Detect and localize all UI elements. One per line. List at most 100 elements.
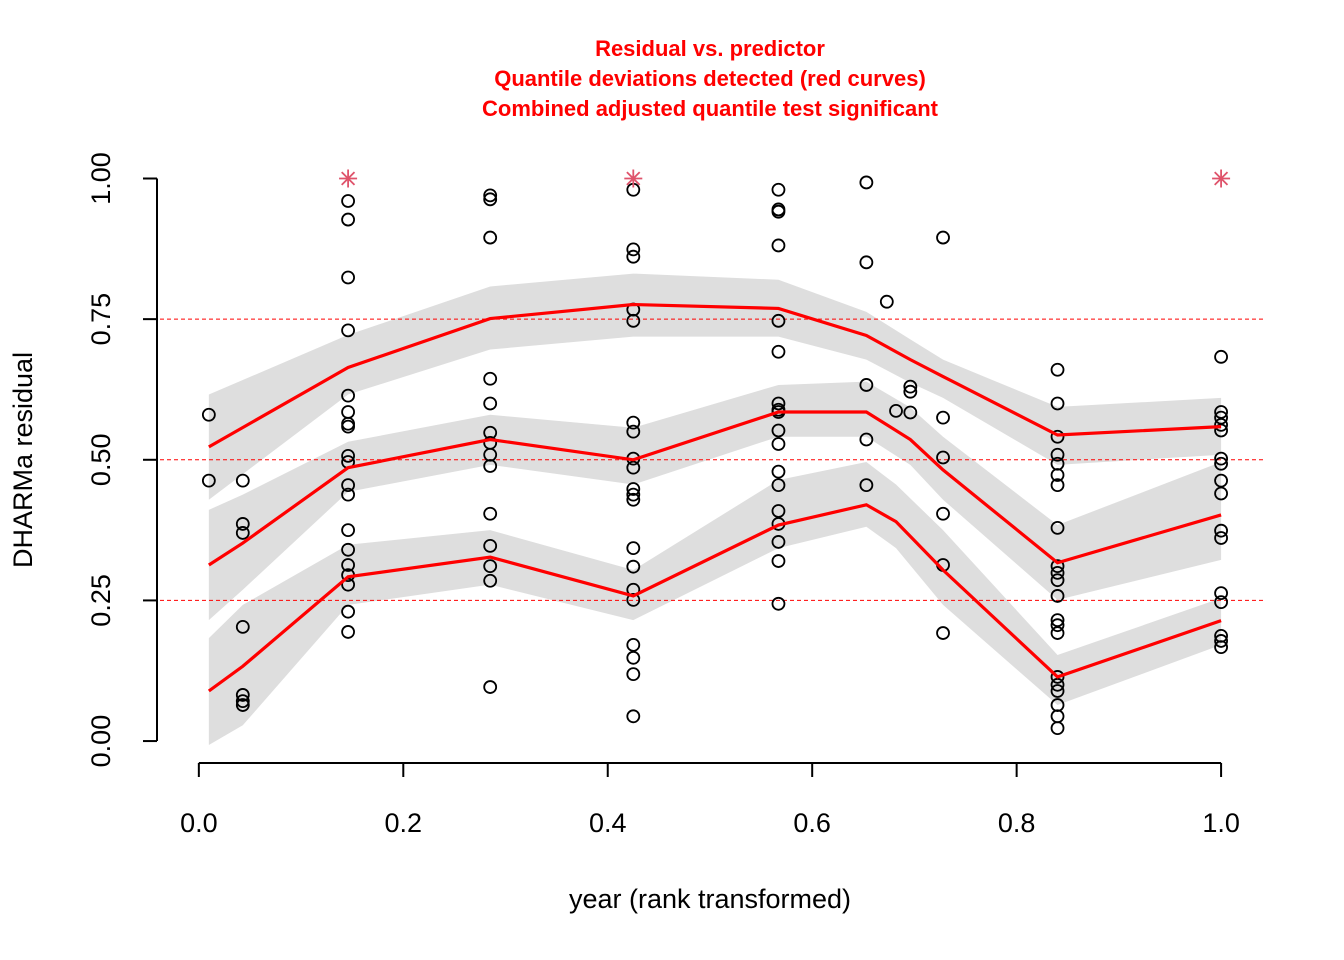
residual-point xyxy=(626,650,641,665)
residual-point xyxy=(889,403,903,418)
residual-point xyxy=(1050,362,1065,377)
residual-point xyxy=(341,625,355,639)
residual-point xyxy=(1214,486,1228,501)
residual-point xyxy=(1214,531,1228,545)
residual-point xyxy=(626,242,641,257)
residual-point xyxy=(1050,478,1065,492)
residual-point xyxy=(626,487,641,502)
residual-point xyxy=(235,526,250,540)
residual-point xyxy=(626,492,641,507)
residual-point xyxy=(235,698,250,712)
chart-subtitle: Quantile deviations detected (red curves… xyxy=(494,66,926,91)
residual-point xyxy=(1050,559,1065,574)
residual-point xyxy=(341,323,355,338)
quantile-band xyxy=(208,381,1222,621)
residual-point xyxy=(483,371,498,386)
x-tick-label: 0.0 xyxy=(180,808,218,838)
residual-point xyxy=(341,388,355,403)
residual-point xyxy=(1050,670,1065,684)
residual-point xyxy=(1214,456,1228,471)
residual-point xyxy=(626,709,641,724)
residual-point xyxy=(771,504,786,518)
residual-point xyxy=(341,416,355,431)
residual-point xyxy=(235,517,250,531)
quantile-band xyxy=(208,462,1222,745)
y-tick-label: 0.25 xyxy=(86,574,116,627)
residual-point xyxy=(1050,565,1065,580)
residual-point xyxy=(1050,573,1065,588)
residual-point xyxy=(341,604,355,619)
residual-point xyxy=(1050,721,1065,736)
residual-point xyxy=(1214,418,1228,432)
residual-point xyxy=(341,558,355,572)
residual-point xyxy=(1050,396,1065,411)
outlier-marker xyxy=(624,169,643,188)
residual-point xyxy=(936,506,950,521)
residual-point xyxy=(771,344,786,359)
outlier-stroke xyxy=(1214,171,1229,186)
residual-point xyxy=(201,473,216,488)
residual-point xyxy=(626,424,641,439)
residual-point xyxy=(626,667,641,682)
residual-point xyxy=(483,538,498,553)
residual-point xyxy=(626,637,641,652)
x-axis-label: year (rank transformed) xyxy=(569,884,851,914)
residual-point xyxy=(771,535,786,549)
residual-point xyxy=(859,378,874,392)
residual-point xyxy=(1214,405,1228,419)
residual-point xyxy=(1050,709,1065,724)
residual-point xyxy=(1214,595,1228,610)
residual-point xyxy=(936,626,950,640)
residual-point xyxy=(341,542,355,557)
residual-point xyxy=(771,554,786,568)
quantile-curve xyxy=(207,410,1222,567)
residual-point xyxy=(483,680,498,694)
residual-point xyxy=(771,313,786,328)
residual-point xyxy=(936,450,950,465)
residual-point xyxy=(771,596,786,611)
residual-point xyxy=(1214,634,1228,648)
residual-point xyxy=(1214,423,1228,438)
residual-point xyxy=(626,541,641,556)
residual-point xyxy=(483,459,498,473)
residual-point xyxy=(1050,468,1065,482)
residual-point xyxy=(771,437,786,451)
quantile-curve xyxy=(207,503,1222,693)
residual-point xyxy=(771,396,786,411)
residual-point xyxy=(771,238,786,253)
residual-point xyxy=(1214,640,1228,655)
residual-point xyxy=(483,506,498,521)
residual-point xyxy=(235,688,250,702)
residual-point xyxy=(341,419,355,434)
residual-point xyxy=(1050,618,1065,633)
residual-point xyxy=(1050,520,1065,535)
outlier-stroke xyxy=(626,171,641,186)
x-tick-label: 0.4 xyxy=(589,808,627,838)
residual-point xyxy=(235,473,250,488)
residual-point xyxy=(483,573,498,588)
residual-point xyxy=(1050,447,1065,462)
x-tick-label: 0.8 xyxy=(998,808,1036,838)
residual-point xyxy=(341,212,355,227)
quantile-curve xyxy=(208,302,1222,449)
residual-point xyxy=(903,384,918,399)
residual-point xyxy=(626,313,641,328)
y-tick-label: 0.50 xyxy=(86,434,116,487)
residual-point xyxy=(1214,586,1228,601)
residual-point xyxy=(235,694,250,709)
residual-point xyxy=(859,432,874,447)
residual-point xyxy=(771,204,786,219)
chart-title: Residual vs. predictor xyxy=(595,36,825,61)
residual-point xyxy=(341,478,355,492)
x-tick-label: 1.0 xyxy=(1202,808,1240,838)
x-tick-label: 0.6 xyxy=(793,808,831,838)
residual-point xyxy=(903,405,918,420)
residual-point xyxy=(626,415,641,430)
residual-point xyxy=(1214,451,1228,466)
outlier-stroke xyxy=(341,171,356,186)
residual-point xyxy=(1214,523,1228,538)
y-axis-label: DHARMa residual xyxy=(8,352,38,568)
residual-point xyxy=(936,230,950,245)
